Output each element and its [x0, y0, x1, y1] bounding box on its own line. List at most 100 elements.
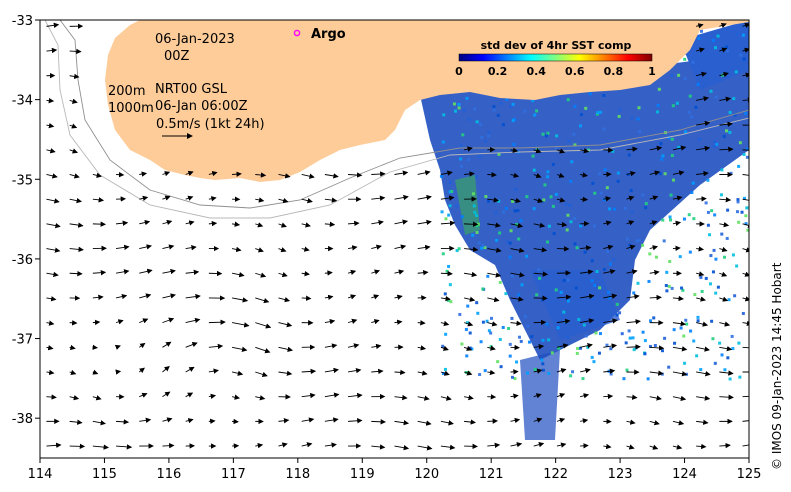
- current-vector: [464, 146, 473, 152]
- current-vector: [231, 322, 250, 328]
- sst-pixel: [559, 313, 563, 317]
- current-vector: [487, 369, 496, 376]
- current-vector: [324, 318, 336, 325]
- sst-pixel: [504, 206, 508, 210]
- sst-pixel: [720, 168, 724, 172]
- sst-pixel: [462, 108, 466, 112]
- sst-pixel: [532, 207, 536, 211]
- current-vector: [347, 269, 357, 276]
- current-vector: [672, 245, 681, 252]
- sst-pixel: [692, 217, 696, 221]
- sst-pixel: [440, 210, 444, 214]
- sst-pixel: [496, 113, 500, 117]
- sst-pixel: [709, 89, 713, 93]
- current-vector: [719, 442, 731, 449]
- sst-pixel: [632, 291, 636, 295]
- current-vector: [487, 222, 501, 228]
- sst-pixel: [737, 164, 741, 168]
- sst-pixel: [559, 290, 563, 294]
- current-vector: [487, 321, 498, 327]
- sst-pixel: [565, 228, 569, 232]
- sst-pixel: [465, 354, 469, 358]
- sst-pixel: [691, 60, 695, 64]
- sst-pixel: [602, 268, 606, 272]
- sst-pixel: [588, 92, 592, 96]
- current-vector: [46, 22, 60, 28]
- sst-pixel: [599, 191, 603, 195]
- sst-pixel: [509, 229, 513, 233]
- sst-pixel: [683, 361, 687, 365]
- current-vector: [232, 221, 241, 227]
- sst-pixel: [598, 172, 602, 176]
- current-vector: [255, 395, 266, 401]
- sst-pixel: [742, 57, 746, 61]
- current-vector: [185, 342, 198, 348]
- current-vector: [46, 97, 55, 104]
- sst-pixel: [537, 276, 541, 280]
- sst-pixel: [681, 288, 685, 292]
- sst-pixel: [460, 164, 464, 168]
- current-vector: [510, 393, 519, 399]
- sst-pixel: [602, 93, 606, 97]
- sst-pixel: [636, 117, 640, 121]
- current-vector: [255, 247, 264, 253]
- current-vector: [278, 173, 291, 179]
- current-vector: [742, 22, 749, 28]
- current-vector: [92, 444, 109, 450]
- current-vector: [696, 271, 705, 277]
- sst-pixel: [566, 299, 570, 303]
- sst-pixel: [525, 254, 529, 258]
- sst-pixel: [668, 215, 672, 219]
- current-vector: [626, 146, 638, 152]
- sst-pixel: [506, 240, 510, 244]
- sst-pixel: [713, 46, 717, 50]
- current-vector: [487, 345, 496, 351]
- current-vector: [580, 418, 589, 424]
- sst-pixel: [517, 335, 521, 339]
- current-vector: [556, 343, 569, 349]
- current-vector: [162, 391, 171, 398]
- sst-pixel: [573, 217, 577, 221]
- sst-pixel: [572, 132, 576, 136]
- sst-pixel: [477, 241, 481, 245]
- current-vector: [46, 148, 56, 154]
- sst-pixel: [653, 344, 657, 348]
- current-vector: [626, 319, 641, 325]
- sst-pixel: [649, 319, 653, 323]
- sst-pixel: [475, 175, 479, 179]
- sst-pixel: [454, 109, 458, 113]
- current-vector: [69, 173, 80, 179]
- sst-pixel: [677, 145, 681, 149]
- current-vector: [487, 172, 497, 178]
- sst-pixel: [664, 284, 668, 288]
- sst-pixel: [483, 369, 487, 373]
- sst-pixel: [455, 249, 459, 253]
- sst-pixel: [476, 311, 480, 315]
- sst-pixel: [742, 153, 746, 157]
- current-vector: [417, 219, 432, 226]
- sst-pixel: [460, 215, 464, 219]
- sst-pixel: [443, 367, 447, 371]
- sst-pixel: [745, 206, 749, 210]
- current-vector: [719, 370, 734, 376]
- current-vector: [510, 296, 524, 302]
- current-vector: [46, 198, 60, 204]
- sst-pixel: [495, 238, 499, 242]
- current-vector: [533, 442, 545, 448]
- sst-pixel: [715, 142, 719, 146]
- current-vector: [69, 246, 84, 253]
- current-vector: [394, 194, 409, 201]
- current-vector: [162, 365, 170, 373]
- current-vector: [556, 318, 571, 325]
- sst-pixel: [714, 257, 718, 261]
- current-vector: [533, 271, 549, 277]
- current-vector: [46, 222, 61, 229]
- sst-pixel: [732, 97, 736, 101]
- sst-pixel: [544, 134, 548, 138]
- current-vector: [742, 395, 749, 398]
- current-vector: [114, 344, 121, 350]
- current-vector: [440, 320, 450, 327]
- sst-pixel: [531, 99, 535, 103]
- current-vector: [208, 196, 217, 202]
- current-vector: [696, 71, 707, 77]
